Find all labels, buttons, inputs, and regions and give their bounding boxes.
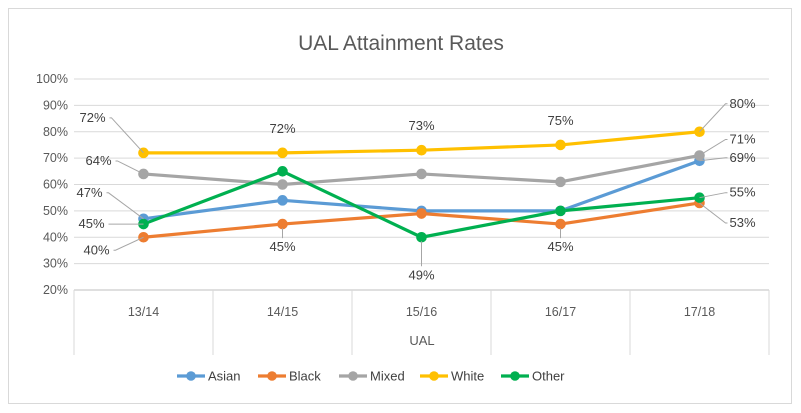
legend-entry: Mixed <box>370 369 405 384</box>
y-tick-label: 50% <box>43 204 68 218</box>
data-label: 64% <box>86 153 112 168</box>
data-label: 71% <box>730 131 756 146</box>
leader-line <box>115 160 144 175</box>
x-tick-label: 16/17 <box>545 305 576 319</box>
legend-marker <box>267 371 277 381</box>
point-mixed <box>277 179 288 190</box>
legend-entry: Other <box>532 369 565 384</box>
point-other <box>416 231 427 243</box>
data-labels: 72% 72% 73% 75% 80% 64% 71% 47% 69% 45% 55% 40% 45% 4… <box>77 96 756 283</box>
x-tick-label: 14/15 <box>267 305 298 319</box>
y-tick-label: 80% <box>43 125 68 139</box>
x-axis-title: UAL <box>409 333 434 348</box>
point-black <box>277 218 288 230</box>
y-tick-label: 40% <box>43 230 68 244</box>
data-label: 47% <box>77 185 103 200</box>
legend: Asian Black Mixed White Other <box>177 369 565 384</box>
data-label: 45% <box>79 216 105 231</box>
axes: 20% 30% 40% 50% 60% 70% 80% 90% 100% 13/14 14/15 15… <box>36 72 770 355</box>
line-chart: UAL Attainment Rates 20% 30% 40% 50% 60% 70% 8… <box>36 32 770 384</box>
data-label: 45% <box>269 239 295 254</box>
leader-line <box>106 192 144 220</box>
y-tick-label: 90% <box>43 98 68 112</box>
leader-line <box>699 157 728 162</box>
y-tick-label: 20% <box>43 283 68 297</box>
leader-line <box>699 192 728 199</box>
legend-marker <box>348 371 358 381</box>
data-label: 72% <box>80 110 106 125</box>
data-label: 45% <box>547 239 573 254</box>
leader-line <box>113 236 144 251</box>
point-white <box>555 139 566 151</box>
leader-line <box>699 202 728 224</box>
data-label: 69% <box>730 150 756 165</box>
chart-frame: UAL Attainment Rates 20% 30% 40% 50% 60% 70% 8… <box>8 8 792 404</box>
x-tick-label: 13/14 <box>128 305 159 319</box>
leader-line <box>699 103 728 133</box>
point-other <box>277 166 288 177</box>
data-label: 40% <box>84 242 110 257</box>
point-white <box>277 147 288 159</box>
point-other <box>555 205 566 217</box>
legend-entry: Black <box>289 369 321 384</box>
point-asian <box>277 195 288 206</box>
point-mixed <box>555 176 566 188</box>
data-label: 73% <box>408 118 434 133</box>
point-black <box>555 218 566 230</box>
leader-line <box>109 117 144 154</box>
x-tick-label: 15/16 <box>406 305 437 319</box>
data-label: 72% <box>269 121 295 136</box>
data-label: 55% <box>730 185 756 200</box>
y-tick-label: 70% <box>43 151 68 165</box>
y-tick-label: 30% <box>43 257 68 271</box>
data-label: 49% <box>408 267 434 282</box>
x-tick-label: 17/18 <box>684 305 715 319</box>
legend-entry: White <box>451 369 484 384</box>
legend-marker <box>510 371 520 381</box>
point-white <box>416 144 427 156</box>
leader-line <box>699 138 728 156</box>
point-mixed <box>416 168 427 180</box>
point-black <box>416 208 427 219</box>
y-tick-label: 60% <box>43 178 68 192</box>
series-lines <box>138 126 705 243</box>
y-tick-label: 100% <box>36 72 68 86</box>
legend-entry: Asian <box>208 369 241 384</box>
data-label: 75% <box>547 113 573 128</box>
legend-marker <box>186 371 196 381</box>
data-label: 80% <box>730 96 756 111</box>
data-label: 53% <box>730 215 756 230</box>
legend-marker <box>429 371 439 381</box>
chart-title: UAL Attainment Rates <box>298 32 504 55</box>
